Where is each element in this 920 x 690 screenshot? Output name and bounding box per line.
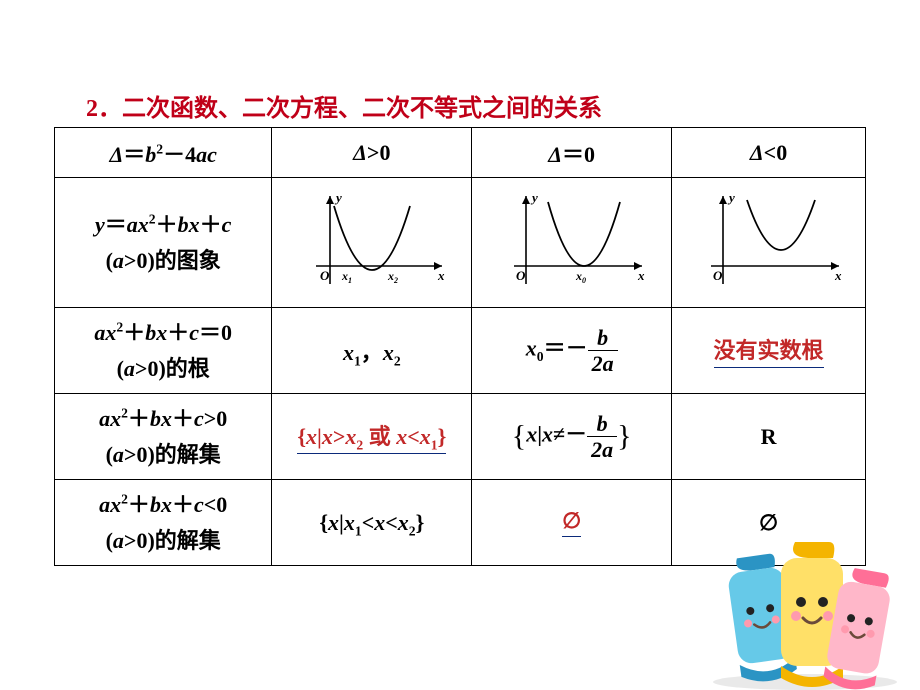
svg-text:x2: x2 xyxy=(387,269,398,285)
graph-tangent: O y x x0 xyxy=(472,178,672,308)
svg-text:y: y xyxy=(727,190,735,205)
svg-text:x: x xyxy=(437,268,445,283)
hdr-delta-lt0: Δ<0 xyxy=(672,128,866,178)
svg-text:O: O xyxy=(320,268,330,283)
parabola-above: O y x xyxy=(689,188,849,292)
hdr-delta-gt0: Δ>0 xyxy=(272,128,472,178)
frac-num: b xyxy=(588,326,618,351)
svg-text:O: O xyxy=(516,268,526,283)
row-eq-label: ax2＋bx＋c＝0 (a>0)的根 xyxy=(55,308,272,394)
svg-text:y: y xyxy=(334,190,342,205)
row-gt0-solution: ax2＋bx＋c>0 (a>0)的解集 {x|x>x2 或 x<x1} {x|x… xyxy=(55,394,866,480)
hdr-discriminant: Δ＝b2－4ac xyxy=(55,128,272,178)
svg-text:x: x xyxy=(834,268,842,283)
gt-c1: {x|x>x2 或 x<x1} xyxy=(272,394,472,480)
frac-den: 2a xyxy=(588,351,618,375)
table-header-row: Δ＝b2－4ac Δ>0 Δ＝0 Δ<0 xyxy=(55,128,866,178)
parabola-tangent: O y x x0 xyxy=(492,188,652,292)
svg-text:y: y xyxy=(530,190,538,205)
svg-text:x: x xyxy=(637,268,645,283)
lt-c2: ∅ xyxy=(472,480,672,566)
eq-c3: 没有实数根 xyxy=(672,308,866,394)
eq-c1: x1，x2 xyxy=(272,308,472,394)
no-real-root: 没有实数根 xyxy=(714,333,824,368)
hdr-delta-eq0: Δ＝0 xyxy=(472,128,672,178)
row-graph: y＝ax2＋bx＋c (a>0)的图象 O y x x1 x2 xyxy=(55,178,866,308)
gt-c2: {x|x≠－b2a} xyxy=(472,394,672,480)
crayons-decoration xyxy=(695,520,905,690)
parabola-two-roots: O y x x1 x2 xyxy=(292,188,452,292)
svg-text:O: O xyxy=(713,268,723,283)
svg-text:x1: x1 xyxy=(341,269,352,285)
row-gt-label: ax2＋bx＋c>0 (a>0)的解集 xyxy=(55,394,272,480)
graph-above: O y x xyxy=(672,178,866,308)
quadratic-relation-table: Δ＝b2－4ac Δ>0 Δ＝0 Δ<0 y＝ax2＋bx＋c (a>0)的图象… xyxy=(54,127,866,566)
eq-c2: x0＝－b2a xyxy=(472,308,672,394)
row-lt-label: ax2＋bx＋c<0 (a>0)的解集 xyxy=(55,480,272,566)
section-title: 2．二次函数、二次方程、二次不等式之间的关系 xyxy=(86,88,602,123)
graph-two-roots: O y x x1 x2 xyxy=(272,178,472,308)
row-equation-roots: ax2＋bx＋c＝0 (a>0)的根 x1，x2 x0＝－b2a 没有实数根 xyxy=(55,308,866,394)
frac-num: b xyxy=(587,412,617,437)
svg-text:x0: x0 xyxy=(575,269,586,285)
gt-c3: R xyxy=(672,394,866,480)
empty-set-1: ∅ xyxy=(562,508,581,537)
row-graph-label: y＝ax2＋bx＋c (a>0)的图象 xyxy=(55,178,272,308)
frac-den: 2a xyxy=(587,437,617,461)
lt-c1: {x|x1<x<x2} xyxy=(272,480,472,566)
